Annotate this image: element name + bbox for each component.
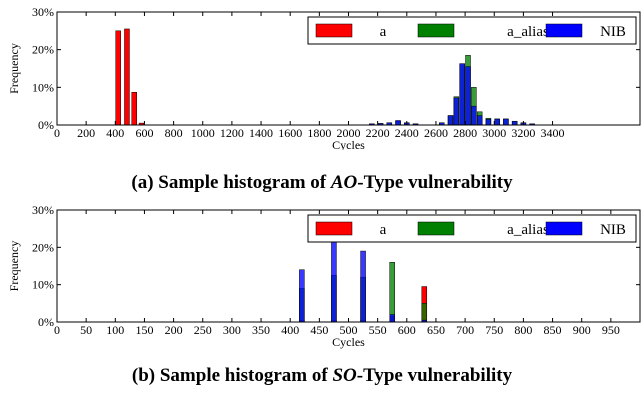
bar-a_alias-3 (389, 262, 395, 323)
x-tick-label: 300 (223, 323, 241, 337)
x-tick-label: 550 (369, 323, 387, 337)
caption-a: (a) Sample histogram of AO-Type vulnerab… (0, 172, 644, 194)
legend-label-a_alias: a_alias (507, 222, 549, 238)
legend-label-NIB: NIB (600, 222, 626, 238)
y-tick-label: 30% (32, 5, 54, 19)
x-tick-label: 3000 (482, 126, 506, 140)
legend-label-a_alias: a_alias (507, 24, 549, 40)
legend-box (307, 214, 637, 243)
y-axis-label: Frequency (7, 241, 21, 292)
x-tick-label: 1200 (220, 126, 244, 140)
x-tick-label: 450 (310, 323, 328, 337)
x-tick-label: 400 (106, 126, 124, 140)
y-tick-label: 10% (32, 278, 54, 292)
y-tick-label: 0% (38, 315, 54, 329)
bar-NIB-16 (511, 120, 518, 126)
x-tick-label: 2600 (424, 126, 448, 140)
caption-b-prefix: (b) Sample histogram of (131, 365, 333, 386)
bar-a-0 (115, 30, 121, 126)
x-tick-label: 650 (427, 323, 445, 337)
legend-swatch-NIB (545, 23, 583, 38)
x-tick-label: 100 (106, 323, 124, 337)
caption-b-term: SO (332, 365, 357, 386)
bar-NIB-8 (453, 97, 460, 126)
bar-NIB-9 (459, 63, 465, 126)
bar-NIB-12 (476, 115, 483, 126)
bar-NIB-10 (465, 66, 471, 126)
legend-swatch-a (315, 221, 353, 236)
bar-NIB-11 (471, 105, 477, 126)
legend-label-a: a (380, 24, 387, 40)
histogram-ao-type: 0 200 400 600 800 1000 1200 1400 1600 1800 2000 220… (7, 5, 641, 150)
bar-a_alias-4 (421, 303, 428, 323)
bar-NIB-15 (503, 118, 509, 126)
x-tick-label: 2800 (453, 126, 477, 140)
legend-swatch-NIB (545, 221, 583, 236)
x-tick-label: 2000 (337, 126, 361, 140)
x-tick-label: 2400 (395, 126, 419, 140)
legend-swatch-a (315, 23, 353, 38)
legend-box (307, 16, 637, 45)
y-axis-label: Frequency (7, 43, 21, 94)
y-tick-label: 20% (32, 240, 54, 254)
x-tick-label: 500 (340, 323, 358, 337)
bar-NIB-7 (447, 115, 454, 126)
y-tick-label: 0% (38, 118, 54, 132)
x-tick-label: 800 (165, 126, 183, 140)
x-tick-label: 1000 (191, 126, 215, 140)
caption-a-suffix: -Type vulnerability (357, 172, 513, 193)
bar-NIB-14 (494, 118, 500, 126)
x-tick-label: 850 (544, 323, 562, 337)
y-tick-label: 30% (32, 203, 54, 217)
y-tick-label: 10% (32, 80, 54, 94)
x-tick-label: 950 (602, 323, 620, 337)
x-tick-label: 3400 (541, 126, 565, 140)
x-tick-label: 3200 (511, 126, 535, 140)
x-tick-label: 1800 (307, 126, 331, 140)
legend-swatch-a_alias (417, 23, 455, 38)
bar-a-1 (124, 28, 130, 126)
bar-NIB-13 (485, 119, 492, 126)
x-tick-label: 350 (252, 323, 270, 337)
x-tick-label: 1600 (278, 126, 302, 140)
y-tick-label: 20% (32, 43, 54, 57)
bar-a-2 (131, 91, 137, 126)
x-tick-label: 250 (194, 323, 212, 337)
x-tick-label: 600 (398, 323, 416, 337)
x-tick-label: 700 (456, 323, 474, 337)
x-tick-label: 400 (281, 323, 299, 337)
bar-NIB-3 (395, 120, 401, 126)
x-tick-label: 600 (135, 126, 153, 140)
legend-label-a: a (380, 222, 387, 238)
bar-NIB-0 (299, 269, 305, 323)
x-tick-label: 200 (77, 126, 95, 140)
x-tick-label: 50 (80, 323, 92, 337)
legend-swatch-a_alias (417, 221, 455, 236)
legend-label-NIB: NIB (600, 24, 626, 40)
x-tick-label: 0 (54, 323, 60, 337)
x-tick-label: 2200 (366, 126, 390, 140)
caption-a-prefix: (a) Sample histogram of (131, 172, 331, 193)
caption-b-suffix: -Type vulnerability (356, 365, 513, 386)
caption-a-term: AO (330, 172, 358, 193)
bar-NIB-2 (360, 250, 366, 323)
x-tick-label: 800 (514, 323, 532, 337)
bar-NIB-1 (331, 228, 337, 323)
x-tick-label: 150 (135, 323, 153, 337)
x-tick-label: 0 (54, 126, 60, 140)
x-axis-label: Cycles (332, 335, 365, 349)
caption-b: (b) Sample histogram of SO-Type vulnerab… (0, 365, 644, 387)
x-tick-label: 200 (165, 323, 183, 337)
x-tick-label: 1400 (249, 126, 273, 140)
x-axis-label: Cycles (332, 138, 365, 150)
bar-NIB-3 (389, 314, 395, 323)
x-tick-label: 900 (573, 323, 591, 337)
x-tick-label: 750 (485, 323, 503, 337)
histogram-so-type: 0 50 100 150 200 250 300 350 400 450 500 550 600 650 7… (7, 203, 641, 349)
